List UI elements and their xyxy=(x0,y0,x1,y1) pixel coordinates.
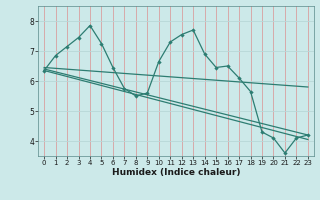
X-axis label: Humidex (Indice chaleur): Humidex (Indice chaleur) xyxy=(112,168,240,177)
